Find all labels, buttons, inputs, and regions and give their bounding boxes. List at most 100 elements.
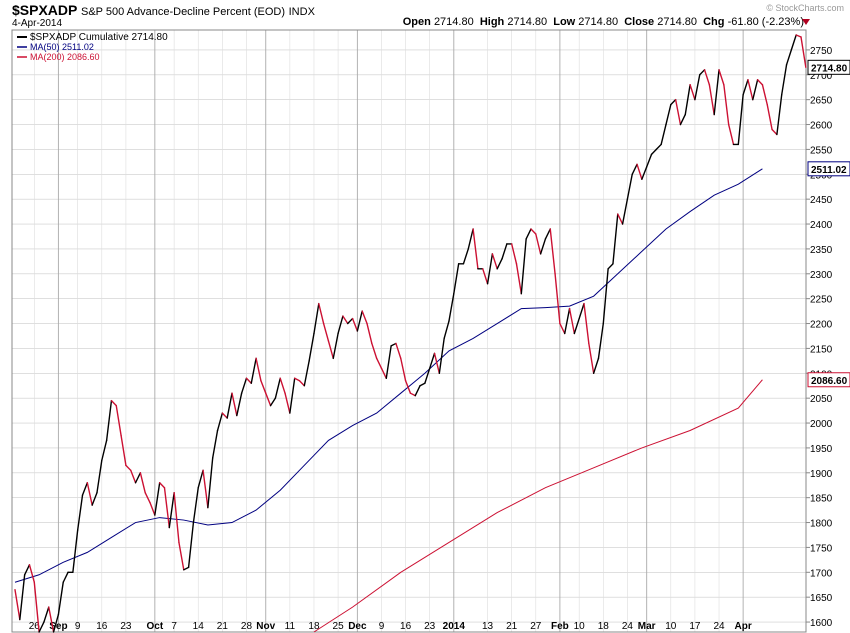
price-segment (197, 469, 204, 489)
price-segment (347, 317, 354, 325)
price-segment (81, 482, 89, 496)
price-segment (790, 34, 797, 51)
x-tick-label: 21 (506, 621, 518, 632)
price-segment (168, 491, 175, 529)
price-segment (105, 399, 113, 442)
x-tick-label: 13 (482, 621, 494, 632)
x-tick-label: Mar (638, 621, 656, 632)
price-segment (453, 263, 460, 295)
price-segment (284, 392, 291, 414)
price-segment (380, 367, 388, 379)
y-tick-label: 2700 (810, 71, 833, 82)
y-tick-label: 2000 (810, 419, 833, 430)
x-tick-label: 25 (333, 621, 345, 632)
y-tick-label: 1900 (810, 469, 833, 480)
price-segment (530, 228, 537, 235)
price-segment (23, 564, 31, 576)
price-segment (318, 302, 325, 325)
price-segment (433, 352, 441, 374)
price-segment (139, 472, 146, 494)
price-segment (564, 307, 571, 335)
price-segment (14, 589, 21, 621)
x-tick-label: Apr (735, 621, 752, 632)
price-segment (443, 320, 450, 340)
price-segment (510, 243, 518, 265)
price-segment (163, 487, 171, 529)
price-segment (703, 69, 711, 86)
x-tick-label: 9 (379, 621, 385, 632)
price-tag-box (807, 59, 850, 75)
price-segment (101, 439, 108, 462)
price-segment (187, 521, 195, 569)
ma50-tag-label: 2511.02 (811, 165, 847, 176)
price-segment (554, 273, 561, 325)
price-segment (72, 529, 79, 573)
price-segment (293, 377, 301, 382)
price-segment (785, 49, 793, 66)
y-tick-label: 2050 (810, 394, 833, 405)
plot-border (11, 29, 807, 633)
price-segment (62, 571, 69, 583)
price-segment (568, 307, 576, 335)
price-segment (718, 69, 725, 86)
price-segment (361, 310, 368, 325)
price-segment (602, 268, 609, 325)
ma50-line (14, 168, 763, 583)
price-segment (549, 228, 556, 275)
price-segment (694, 74, 701, 101)
x-tick-label: Nov (256, 621, 275, 632)
ma200-line (313, 379, 763, 633)
open-label: Open (402, 16, 431, 28)
price-segment (409, 392, 416, 397)
price-segment (467, 228, 474, 250)
price-segment (660, 123, 667, 146)
price-segment (385, 345, 392, 379)
price-segment (289, 377, 296, 414)
low-label: Low (553, 16, 576, 28)
price-segment (96, 459, 103, 494)
x-tick-label: Oct (147, 621, 164, 632)
x-tick-label: 18 (308, 621, 320, 632)
y-axis: 1600 1650 1700 1750 1800 1850 1900 1950 2000 2050… (806, 46, 833, 629)
price-segment (641, 166, 648, 180)
price-segment (120, 434, 127, 467)
price-segment (631, 163, 638, 175)
price-segment (583, 302, 590, 345)
price-segment (327, 340, 334, 360)
price-segment (274, 377, 281, 399)
price-segment (539, 238, 547, 255)
y-tick-label: 2400 (810, 220, 833, 231)
x-tick-label: 27 (530, 621, 542, 632)
price-segment (761, 84, 768, 106)
price-segment (713, 69, 720, 116)
price-segment (752, 79, 759, 101)
low-value: 2714.80 (578, 16, 619, 28)
price-segment (689, 84, 696, 101)
price-segment (621, 198, 629, 225)
open-value: 2714.80 (433, 16, 474, 28)
price-segment (375, 357, 383, 370)
price-segment (183, 566, 190, 571)
y-tick-label: 2450 (810, 195, 833, 206)
price-segment (342, 315, 349, 325)
price-segment (173, 491, 180, 544)
legend: $SPXADP Cumulative 2714.80 MA(50) 2511.0… (17, 32, 168, 62)
price-segment (756, 79, 764, 86)
price-segment (544, 228, 551, 240)
x-tick-label: 16 (96, 621, 108, 632)
price-segment (438, 337, 445, 374)
x-tick-label: 11 (285, 621, 296, 632)
price-segment (771, 128, 778, 136)
price-segment (655, 143, 662, 151)
price-segment (670, 98, 677, 106)
price-segment (178, 541, 185, 571)
price-segment (38, 621, 45, 633)
price-segment (125, 464, 132, 472)
price-segment (19, 574, 26, 621)
x-tick-label: 10 (665, 621, 677, 632)
ma50-tag-box (807, 161, 850, 177)
price-segment (428, 352, 436, 370)
price-segment (520, 238, 527, 295)
price-segment (684, 84, 691, 116)
price-segment (226, 392, 233, 419)
